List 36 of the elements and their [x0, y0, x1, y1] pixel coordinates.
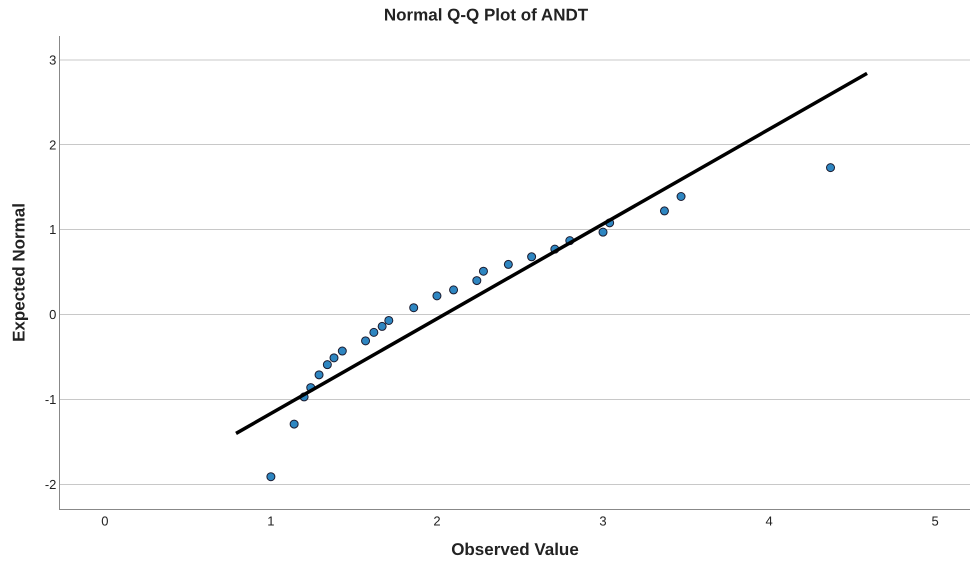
y-tick-label: 3 — [49, 52, 56, 68]
x-tick-label: 4 — [765, 514, 773, 529]
x-tick-label: 3 — [599, 514, 607, 529]
x-tick-label: 0 — [101, 514, 108, 529]
point — [384, 316, 394, 325]
point — [409, 303, 418, 312]
y-tick-label: 0 — [49, 307, 56, 322]
y-axis-title: Expected Normal — [9, 203, 28, 342]
x-tick-label: 1 — [267, 514, 275, 529]
point — [338, 346, 347, 356]
point — [369, 328, 378, 337]
point — [290, 420, 299, 429]
y-tick-label: -2 — [44, 476, 56, 492]
x-axis-title: Observed Value — [451, 540, 579, 559]
x-tick-label: 5 — [932, 514, 939, 529]
point — [314, 370, 324, 380]
y-tick-label: 1 — [49, 222, 56, 238]
point — [472, 276, 482, 286]
point — [266, 472, 276, 482]
point — [826, 163, 836, 172]
point — [361, 336, 370, 346]
point — [478, 266, 488, 276]
chart-title: Normal Q-Q Plot of ANDT — [384, 5, 589, 24]
point — [676, 192, 686, 201]
y-tick-label: 2 — [49, 137, 56, 152]
point — [378, 322, 387, 331]
y-tick-label: -1 — [44, 392, 56, 407]
point — [330, 353, 338, 362]
point — [660, 206, 669, 216]
point — [322, 360, 332, 370]
point — [504, 260, 513, 269]
x-tick-label: 2 — [433, 514, 441, 529]
point — [598, 228, 608, 237]
point — [449, 285, 458, 294]
point — [432, 291, 442, 300]
point — [527, 252, 536, 262]
